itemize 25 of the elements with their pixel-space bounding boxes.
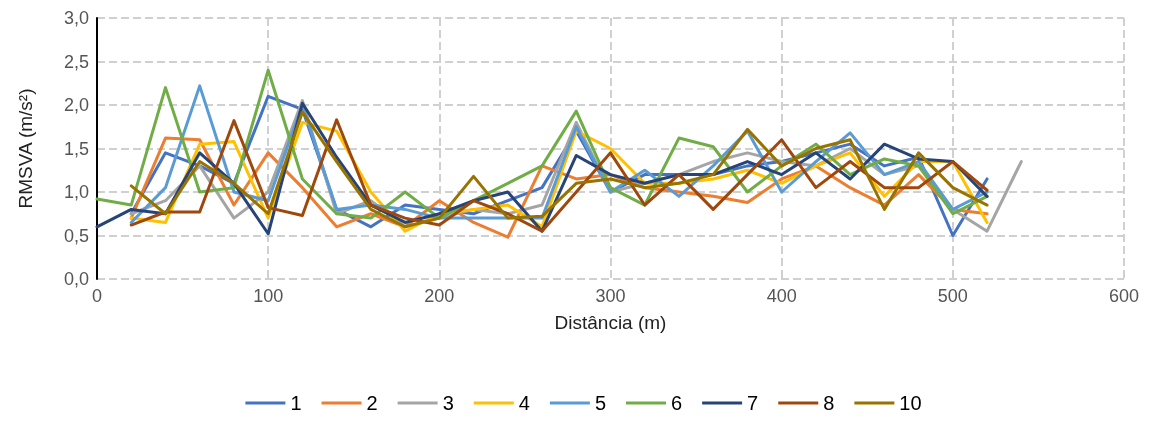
y-tick-label: 1,0 (63, 182, 89, 202)
legend-label: 10 (899, 392, 922, 414)
y-axis-title: RMSVA (m/s²) (15, 88, 36, 209)
legend-label: 6 (671, 392, 683, 414)
x-tick-label: 500 (937, 286, 968, 306)
y-tick-label: 0,0 (63, 269, 89, 289)
legend-label: 3 (442, 392, 454, 414)
x-tick-label: 400 (766, 286, 797, 306)
x-tick-label: 600 (1108, 286, 1140, 306)
legend-label: 8 (823, 392, 835, 414)
y-tick-label: 3,0 (63, 8, 89, 28)
y-tick-label: 1,5 (63, 138, 89, 159)
legend-label: 4 (518, 392, 530, 414)
legend-label: 1 (290, 392, 302, 414)
legend-label: 7 (747, 392, 759, 414)
x-tick-label: 100 (253, 286, 284, 306)
x-tick-label: 300 (595, 286, 626, 306)
x-axis-title: Distância (m) (554, 312, 667, 333)
y-tick-label: 2,0 (63, 95, 89, 115)
legend-label: 5 (594, 392, 606, 414)
x-tick-label: 200 (424, 286, 455, 306)
x-tick-label: 0 (91, 286, 103, 306)
y-tick-label: 0,5 (63, 225, 89, 246)
legend-label: 2 (366, 392, 378, 414)
y-tick-label: 2,5 (63, 51, 89, 72)
